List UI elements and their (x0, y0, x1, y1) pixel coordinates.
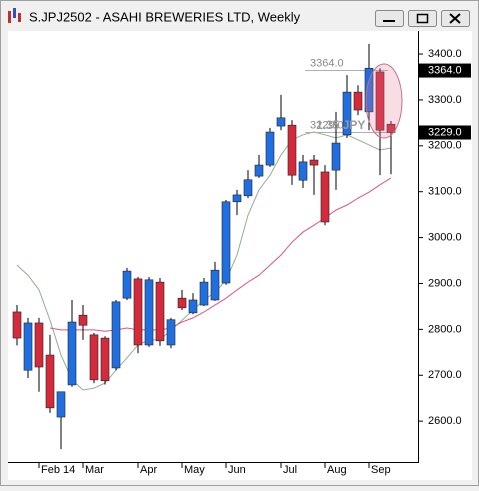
x-tick-label: May (184, 464, 205, 476)
candle-body (254, 164, 264, 177)
price-level-label: 3229.0 (310, 119, 344, 131)
candle-body (386, 123, 396, 133)
price-tag-label: 3229.0 (428, 126, 462, 138)
candle-body (353, 91, 363, 111)
candle-body (111, 301, 121, 369)
candle-body (221, 201, 231, 284)
y-tick-label: 2900.0 (428, 277, 462, 289)
candle-body (265, 131, 275, 166)
x-tick-label: Jun (228, 464, 246, 476)
candle-body (210, 269, 220, 301)
y-tick-label: 3200.0 (428, 140, 462, 152)
candle-body (342, 91, 352, 136)
candle-body (287, 124, 297, 176)
candle-body (331, 142, 341, 171)
y-tick-label: 2800.0 (428, 323, 462, 335)
highlight-ellipse (365, 63, 403, 139)
measure-label: 1.35 JPY (316, 118, 365, 132)
price-level-label: 3364.0 (310, 57, 344, 69)
window-buttons[interactable] (375, 10, 470, 27)
candle-body (364, 67, 374, 113)
candle-body (276, 117, 286, 127)
candle-body (309, 159, 319, 166)
price-tag (419, 63, 471, 78)
candle-body (67, 321, 77, 386)
chart-area (8, 31, 472, 480)
x-tick-label: Sep (371, 464, 391, 476)
candle-body (144, 279, 154, 346)
candle-body (243, 179, 253, 197)
app-icon (8, 8, 21, 23)
candle-body (122, 270, 132, 299)
x-tick-label: Mar (85, 464, 104, 476)
candle-body (232, 194, 242, 203)
x-tick-label: Apr (140, 464, 157, 476)
candle-body (177, 297, 187, 309)
candle-body (89, 334, 99, 381)
y-tick-label: 3000.0 (428, 231, 462, 243)
candle-body (78, 314, 88, 326)
x-tick-label: Jul (283, 464, 297, 476)
y-tick-label: 2600.0 (428, 415, 462, 427)
candle-body (12, 311, 22, 339)
candle-body (23, 322, 33, 371)
candle-body (100, 337, 110, 382)
y-tick-label: 3100.0 (428, 186, 462, 198)
candle-body (133, 278, 143, 346)
y-tick-label: 2700.0 (428, 369, 462, 381)
candle-body (166, 319, 176, 346)
x-tick-label: Feb 14 (41, 464, 75, 476)
candle-body (199, 281, 209, 306)
price-tag (419, 125, 471, 140)
candle-body (56, 391, 66, 418)
price-tag-label: 3364.0 (428, 64, 462, 76)
candle-body (34, 322, 44, 368)
y-tick-label: 3400.0 (428, 48, 462, 60)
x-tick-label: Aug (327, 464, 347, 476)
candle-body (45, 354, 55, 409)
candle-body (188, 299, 198, 314)
window-title: S.JPJ2502 - ASAHI BREWERIES LTD, Weekly (29, 9, 301, 24)
candle-body (375, 71, 385, 131)
candle-body (155, 281, 165, 342)
y-tick-label: 3300.0 (428, 94, 462, 106)
moving-average-line (49, 177, 392, 332)
candle-body (298, 161, 308, 181)
candle-body (320, 171, 330, 223)
